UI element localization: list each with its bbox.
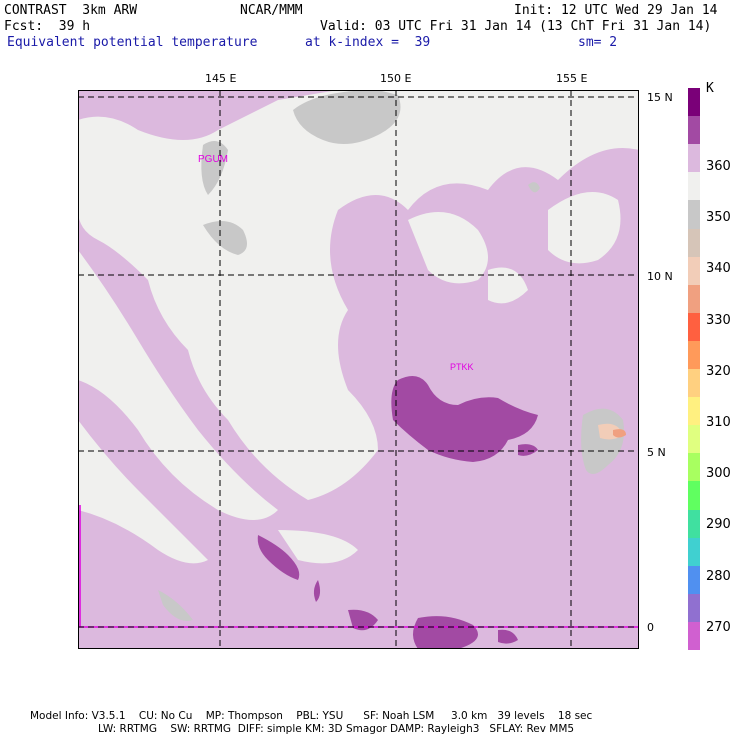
colorbar — [688, 88, 700, 651]
valid-time: Valid: 03 UTC Fri 31 Jan 14 (13 ChT Fri … — [320, 19, 712, 34]
colorbar-swatch — [688, 228, 700, 258]
colorbar-swatch — [688, 621, 700, 651]
theta-e-365-375-regions — [257, 376, 538, 649]
theta-e-360-365-regions — [78, 90, 639, 564]
colorbar-swatch — [688, 369, 700, 398]
colorbar-swatch — [688, 565, 700, 595]
colorbar-unit: K — [706, 81, 714, 96]
model-info-line1: Model Info: V3.5.1 CU: No Cu MP: Thompso… — [30, 710, 593, 722]
lon-label-150: 150 E — [380, 72, 412, 85]
colorbar-tick-label: 330 — [706, 312, 731, 328]
colorbar-swatch — [688, 340, 700, 370]
colorbar-swatch — [688, 425, 700, 454]
colorbar-tick-label: 310 — [706, 415, 731, 430]
smoothing-label: sm= 2 — [578, 35, 618, 50]
colorbar-swatch — [688, 537, 700, 567]
colorbar-tick-label: 280 — [706, 568, 731, 584]
colorbar-tick-label: 320 — [706, 363, 731, 379]
forecast-hour: Fcst: 39 h — [4, 19, 91, 34]
colorbar-tick-label: 340 — [706, 261, 731, 277]
colorbar-swatch — [688, 481, 700, 510]
colorbar-swatch — [688, 509, 700, 539]
colorbar-swatch — [688, 144, 700, 173]
colorbar-tick-label: 350 — [706, 210, 731, 226]
theta-e-map: PGUM PTKK — [78, 90, 639, 649]
lon-label-155: 155 E — [556, 72, 588, 85]
colorbar-tick-label: 290 — [706, 517, 731, 533]
level-label: at k-index = 39 — [305, 35, 431, 50]
station-pgum: PGUM — [198, 154, 228, 165]
theta-e-335-region — [613, 429, 626, 438]
colorbar-swatch — [688, 116, 700, 145]
colorbar-swatch — [688, 200, 700, 229]
colorbar-swatch — [688, 312, 700, 342]
colorbar-swatch — [688, 397, 700, 426]
colorbar-tick-label: 360 — [706, 159, 731, 174]
model-info-line2: LW: RRTMG SW: RRTMG DIFF: simple KM: 3D … — [98, 723, 575, 735]
lat-label-5n: 5 N — [647, 446, 666, 459]
lat-lon-grid — [78, 90, 639, 649]
colorbar-swatch — [688, 172, 700, 201]
lat-label-15n: 15 N — [647, 91, 673, 104]
station-ptkk: PTKK — [450, 362, 474, 372]
colorbar-swatch — [688, 256, 700, 286]
model-title: CONTRAST 3km ARW — [4, 3, 138, 18]
lat-label-0: 0 — [647, 621, 654, 634]
map-frame — [78, 90, 639, 649]
colorbar-swatch — [688, 593, 700, 623]
organization-label: NCAR/MMM — [240, 3, 303, 18]
lat-label-10n: 10 N — [647, 270, 673, 283]
colorbar-swatch — [688, 284, 700, 314]
field-name: Equivalent potential temperature — [7, 35, 258, 50]
colorbar-tick-label: 300 — [706, 466, 731, 482]
colorbar-swatch — [688, 453, 700, 482]
init-time: Init: 12 UTC Wed 29 Jan 14 — [514, 3, 718, 18]
colorbar-tick-label: 270 — [706, 619, 731, 635]
theta-e-345-355-regions — [158, 90, 624, 621]
lon-label-145: 145 E — [205, 72, 237, 85]
colorbar-swatch — [688, 88, 700, 117]
